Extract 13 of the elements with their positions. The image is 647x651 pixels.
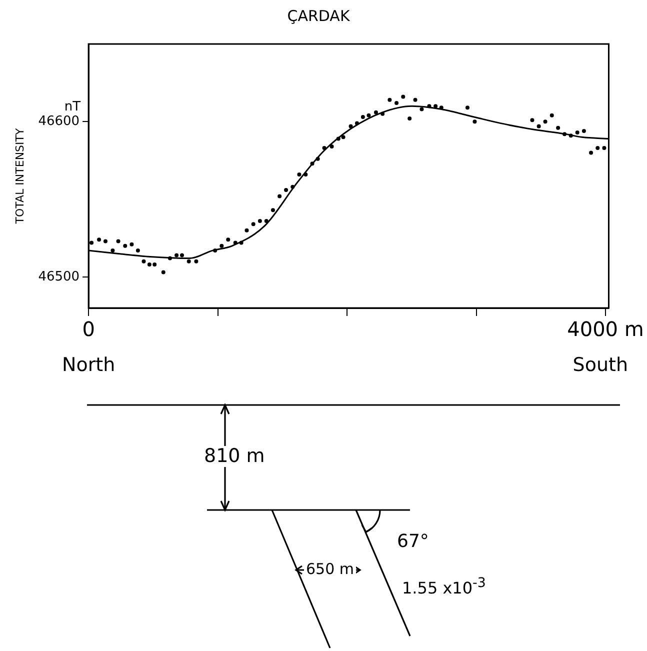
text: 1.55 x10$^{-3}$: [400, 576, 488, 598]
y-tick-label: 46500: [38, 269, 80, 284]
text: 67°: [395, 531, 431, 552]
text: 650 m: [304, 560, 356, 578]
chart-title: ÇARDAK: [287, 6, 351, 25]
text: 810 m: [202, 445, 267, 467]
x-tick-label: 0: [82, 317, 95, 342]
y-tick-label: 46600: [38, 114, 80, 130]
y-axis-title: TOTAL INTENSITY: [13, 128, 26, 225]
text: nT: [64, 100, 81, 115]
x-tick-label: 4000 m: [567, 317, 644, 342]
text: South: [572, 354, 628, 376]
text: North: [62, 354, 116, 376]
